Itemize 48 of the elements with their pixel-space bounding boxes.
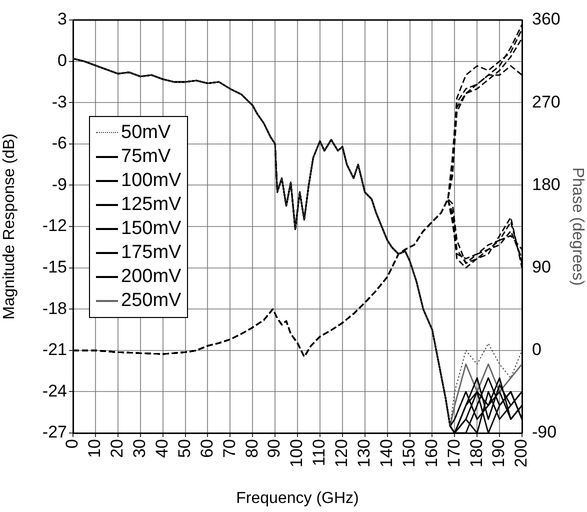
legend-label: 150mV: [121, 216, 182, 240]
x-tick-label: 30: [130, 439, 150, 458]
y-tick-label: -15: [42, 257, 67, 276]
legend-label: 75mV: [121, 144, 171, 168]
y-tick-label: 3: [58, 10, 67, 29]
y-tick-label: -6: [52, 134, 67, 153]
y2-tick-label: 360: [532, 10, 560, 29]
x-tick-label: 170: [444, 439, 464, 468]
x-tick-label: 100: [287, 439, 306, 468]
y-tick-label: -18: [42, 298, 67, 318]
x-tick-label: 110: [310, 439, 329, 466]
x-tick-label: 160: [422, 439, 441, 468]
x-tick-label: 150: [399, 439, 418, 468]
x-tick-label: 10: [85, 439, 104, 458]
y-tick-label: -27: [42, 422, 67, 442]
x-tick-label: 70: [220, 439, 239, 458]
x-tick-label: 20: [108, 439, 127, 458]
legend-label: 50mV: [121, 120, 171, 144]
y2-axis-title: Phase (degrees): [568, 167, 586, 286]
x-tick-label: 130: [354, 439, 374, 468]
x-axis-title: Frequency (GHz): [236, 490, 359, 507]
x-tick-label: 180: [466, 439, 486, 468]
x-tick-label: 140: [376, 439, 396, 468]
x-tick-label: 90: [264, 439, 284, 458]
y-tick-label: -12: [42, 216, 67, 236]
y2-tick-label: 180: [532, 174, 560, 194]
legend-label: 100mV: [121, 168, 182, 192]
x-tick-label: 60: [197, 439, 216, 458]
y2-tick-label: 90: [532, 257, 551, 276]
x-tick-label: 50: [174, 439, 194, 458]
legend-label: 125mV: [121, 192, 182, 216]
y-tick-label: -24: [42, 381, 67, 400]
y-tick-label: 0: [58, 50, 67, 70]
y-tick-label: -9: [52, 174, 67, 194]
x-tick-label: 40: [152, 439, 172, 458]
y-tick-label: -3: [52, 92, 67, 112]
legend-label: 175mV: [121, 240, 182, 264]
x-tick-label: 120: [332, 439, 352, 468]
y2-tick-label: 0: [532, 340, 542, 360]
y2-tick-label: 270: [532, 92, 560, 112]
y2-tick-label: -90: [532, 422, 557, 442]
legend-label: 200mV: [121, 264, 182, 288]
x-tick-label: 190: [489, 439, 508, 468]
y-axis-title: Magnitude Response (dB): [1, 134, 18, 320]
x-tick-label: 80: [242, 439, 262, 458]
x-tick-label: 200: [512, 439, 531, 468]
y-tick-label: -21: [42, 340, 67, 360]
legend-label: 250mV: [121, 288, 182, 312]
